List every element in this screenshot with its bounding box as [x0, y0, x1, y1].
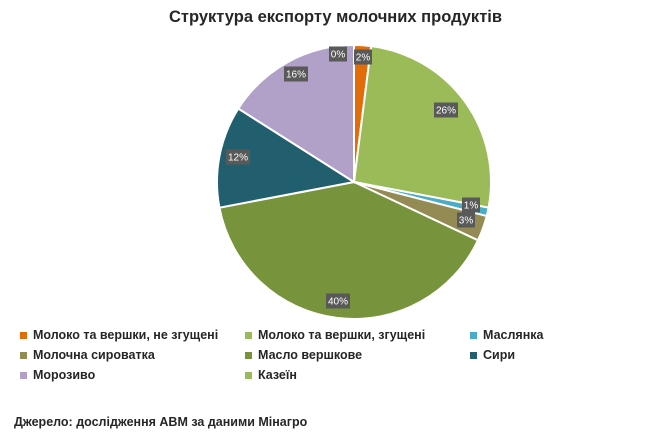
legend-label: Маслянка: [483, 328, 544, 342]
legend-item-whey: Молочна сироватка: [20, 348, 245, 362]
legend-item-buttermilk: Маслянка: [470, 328, 660, 342]
legend-swatch: [20, 331, 27, 339]
data-label-casein: 0%: [329, 46, 347, 62]
pie-slice-milk-cream-concentrated: [352, 44, 492, 209]
legend-swatch: [245, 351, 252, 359]
chart-legend: Молоко та вершки, не згущені Молоко та ве…: [20, 328, 660, 382]
pie-slice-cheeses: [216, 107, 357, 209]
data-label-milk-cream-not-concentrated: 2%: [354, 49, 372, 65]
legend-item-casein: Казеїн: [245, 368, 470, 382]
legend-label: Сири: [483, 348, 516, 362]
data-label-ice-cream: 16%: [284, 66, 308, 82]
data-label-whey: 3%: [457, 212, 475, 228]
data-label-cheeses: 12%: [226, 149, 250, 165]
legend-item-butter: Масло вершкове: [245, 348, 470, 362]
legend-label: Молоко та вершки, не згущені: [33, 328, 219, 342]
source-note: Джерело: дослідження ABM за даними Мінаг…: [14, 415, 308, 429]
pie-slices: [216, 43, 492, 320]
pie-chart: 0% 2% 26% 1% 3% 40% 12% 16%: [216, 43, 492, 320]
svg-text:0%: 0%: [331, 50, 346, 61]
svg-text:26%: 26%: [436, 106, 456, 117]
legend-label: Молоко та вершки, згущені: [258, 328, 426, 342]
legend-swatch: [245, 331, 252, 339]
legend-label: Масло вершкове: [258, 348, 363, 362]
pie-slice-ice-cream: [236, 43, 355, 184]
legend-label: Морозиво: [33, 368, 96, 382]
legend-swatch: [20, 371, 27, 379]
pie-data-labels: 0% 2% 26% 1% 3% 40% 12% 16%: [226, 46, 480, 309]
pie-slice-butter: [218, 180, 480, 320]
legend-item-cheeses: Сири: [470, 348, 660, 362]
legend-swatch: [470, 351, 477, 359]
legend-label: Молочна сироватка: [33, 348, 155, 362]
data-label-butter: 40%: [326, 293, 350, 309]
data-label-buttermilk: 1%: [462, 197, 480, 213]
legend-item-milk-cream-concentrated: Молоко та вершки, згущені: [245, 328, 470, 342]
chart-title: Структура експорту молочних продуктів: [169, 8, 502, 26]
svg-text:1%: 1%: [464, 201, 479, 212]
svg-text:16%: 16%: [286, 70, 306, 81]
legend-item-ice-cream: Морозиво: [20, 368, 245, 382]
svg-text:3%: 3%: [459, 216, 474, 227]
legend-swatch: [20, 351, 27, 359]
legend-swatch: [470, 331, 477, 339]
data-label-milk-cream-concentrated: 26%: [434, 102, 458, 118]
svg-text:40%: 40%: [328, 297, 348, 308]
svg-text:2%: 2%: [356, 53, 371, 64]
legend-label: Казеїн: [258, 368, 297, 382]
legend-swatch: [245, 371, 252, 379]
svg-text:12%: 12%: [228, 153, 248, 164]
legend-item-milk-cream-not-concentrated: Молоко та вершки, не згущені: [20, 328, 245, 342]
